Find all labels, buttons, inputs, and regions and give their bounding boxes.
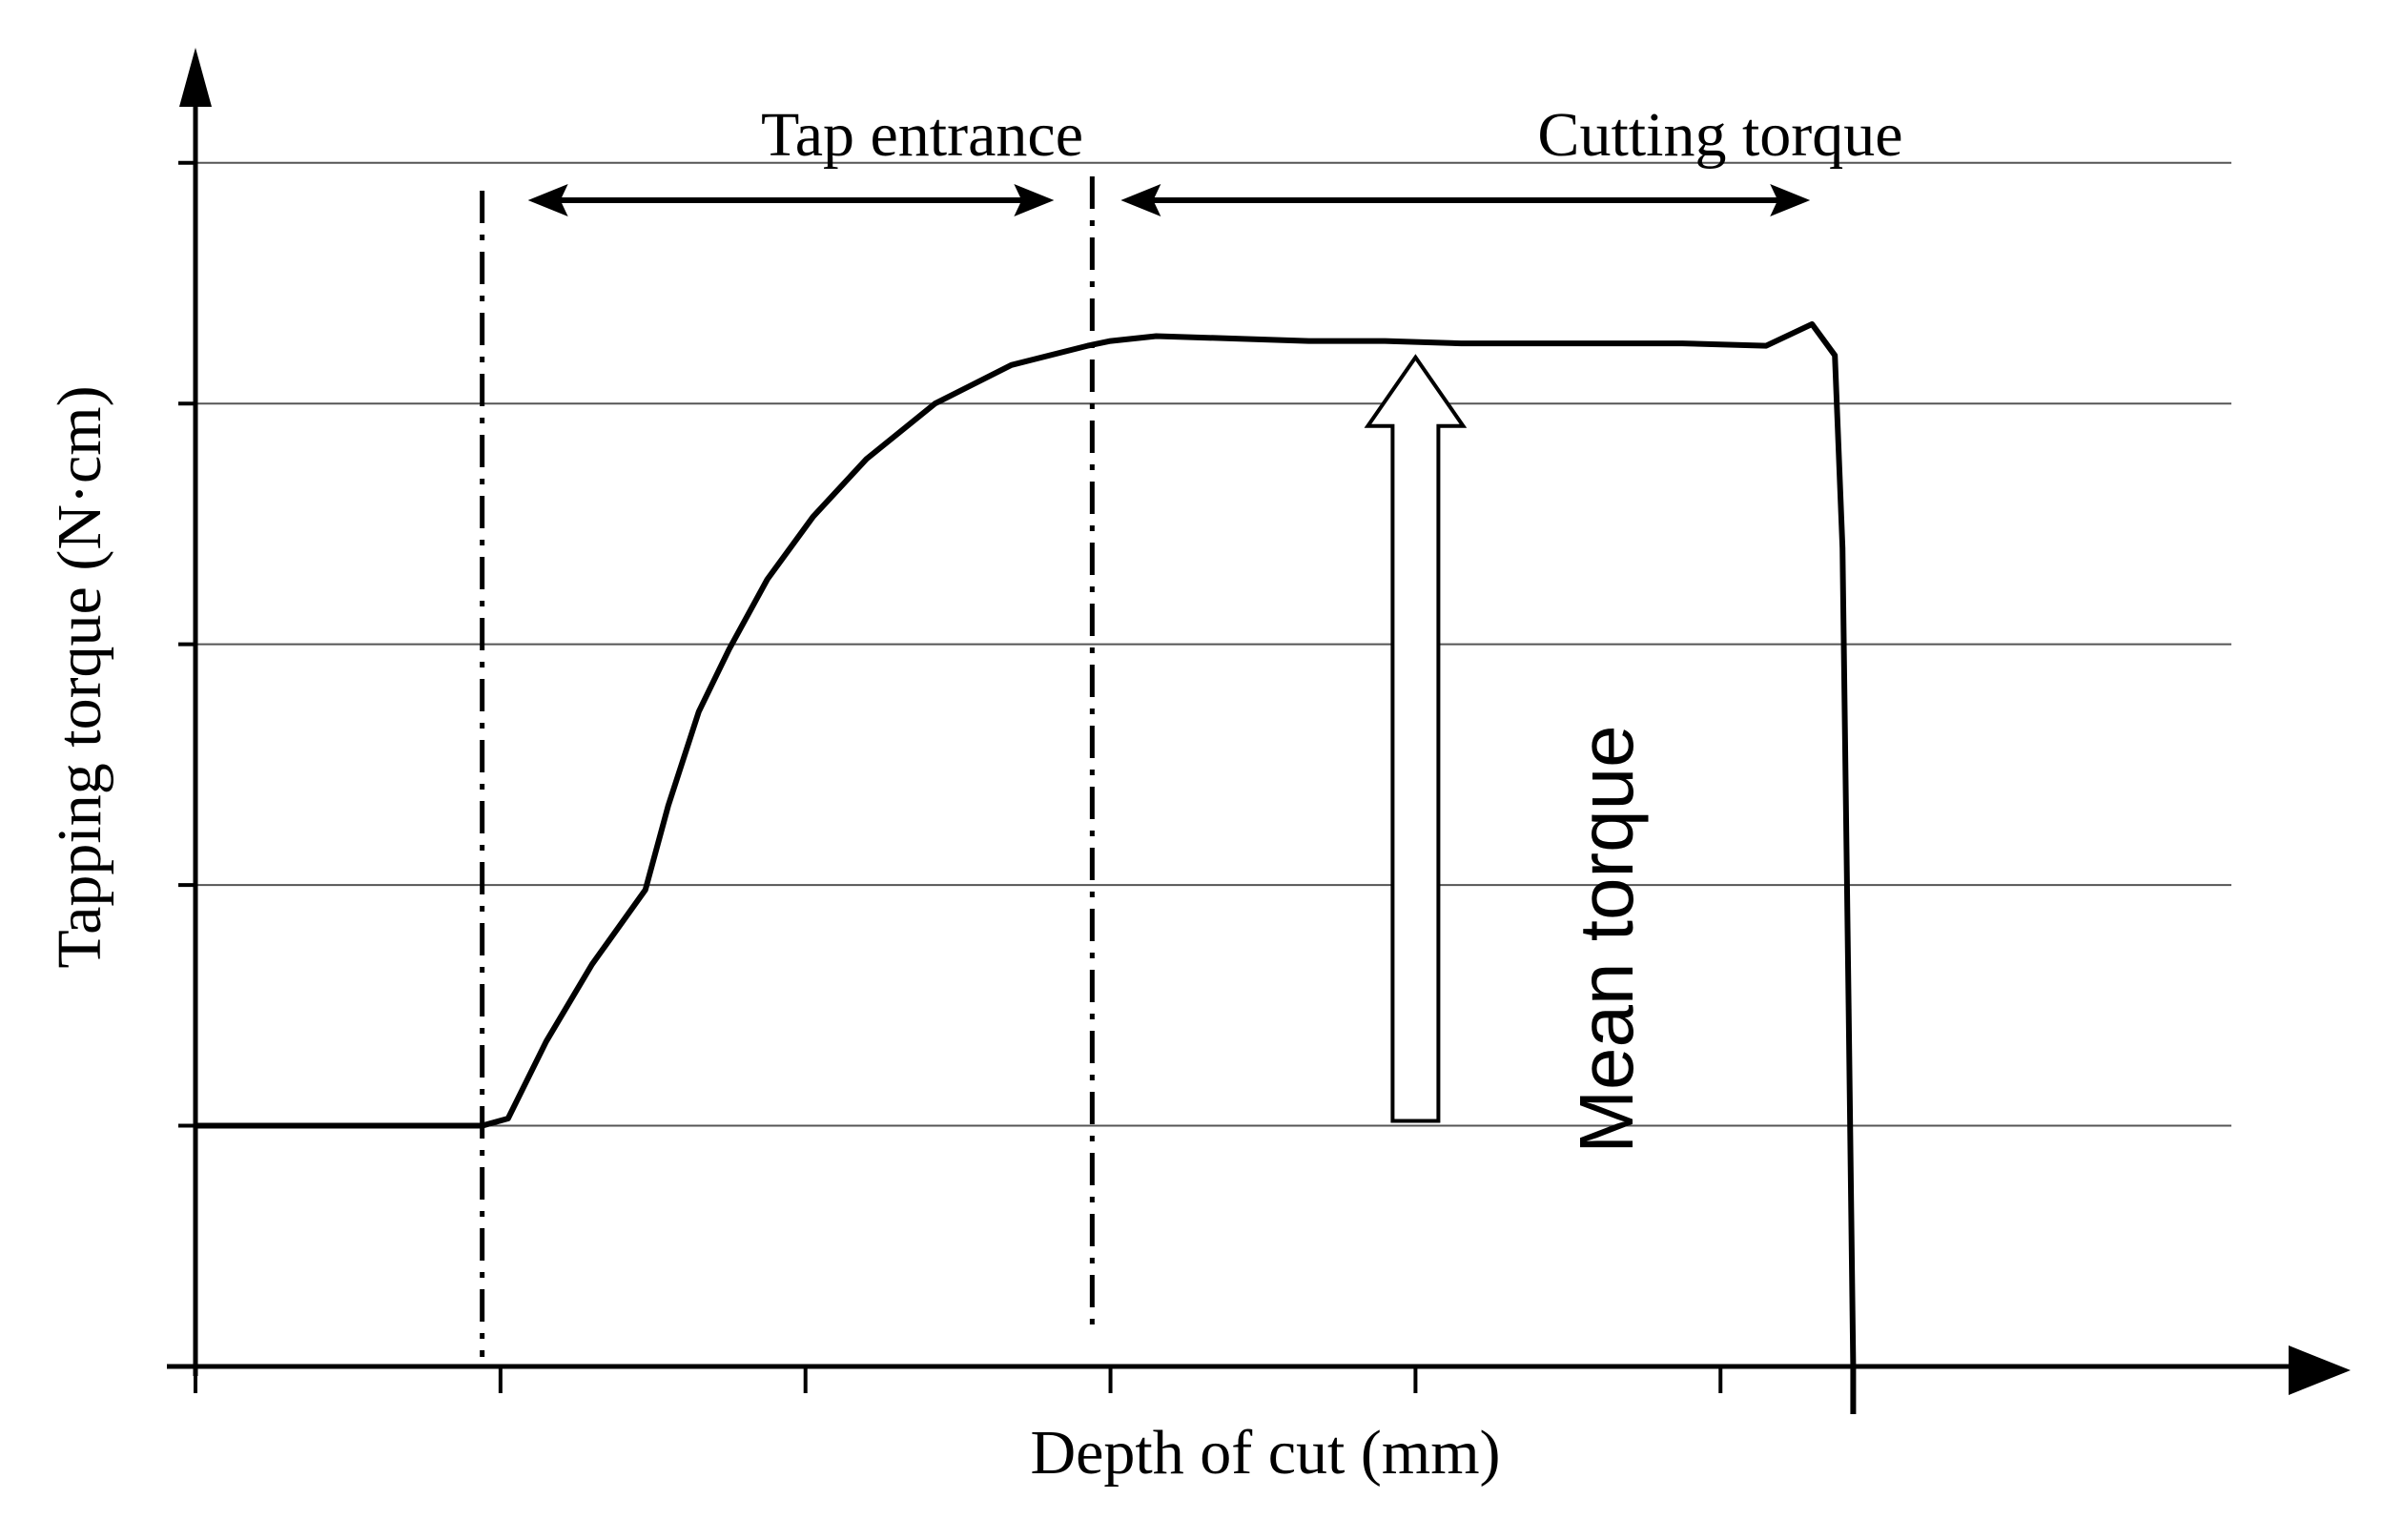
- x-axis-label: Depth of cut (mm): [1030, 1418, 1500, 1488]
- cutting-torque-arrow-head-right: [1770, 184, 1811, 216]
- cutting-torque-arrow: [1120, 184, 1811, 216]
- series-layer: [195, 320, 1857, 1414]
- markers-layer: [480, 176, 1095, 1357]
- mean-torque-arrow: [1364, 354, 1468, 1123]
- mean-torque-label: Mean torque: [1564, 725, 1649, 1153]
- x-axis-arrow: [2289, 1345, 2351, 1395]
- tap-entrance-arrow: [527, 184, 1055, 216]
- annotation-layer: [527, 184, 1811, 1123]
- cutting-torque-arrow-head-left: [1120, 184, 1161, 216]
- y-axis-label: Tapping torque (N·cm): [45, 385, 114, 968]
- tap-entrance-arrow-head-left: [527, 184, 568, 216]
- axes-layer: [167, 48, 2351, 1395]
- tap-entrance-label: Tap entrance: [761, 100, 1083, 170]
- tap-entrance-arrow-head-right: [1014, 184, 1055, 216]
- cutting-torque-label: Cutting torque: [1537, 100, 1902, 170]
- grid-layer: [195, 161, 2231, 1127]
- y-axis-arrow: [179, 48, 212, 107]
- torque-curve: [195, 320, 1857, 1414]
